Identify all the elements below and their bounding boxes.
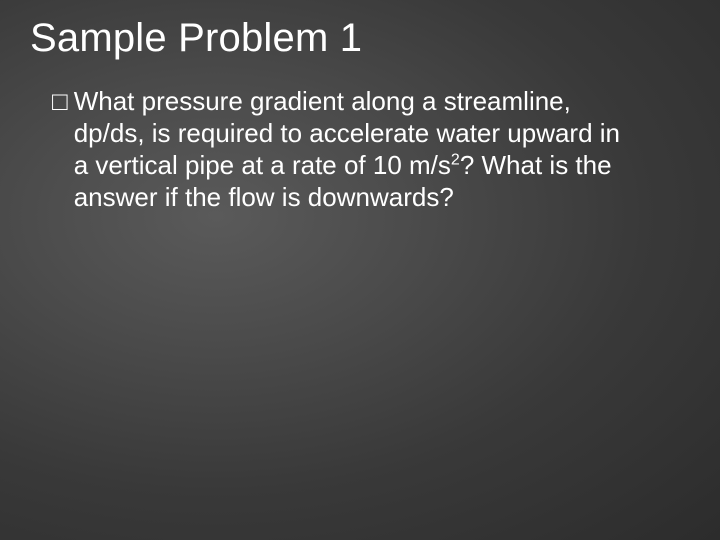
problem-text-sup: 2	[451, 151, 460, 168]
problem-text: What pressure gradient along a streamlin…	[74, 85, 640, 213]
bullet-square-icon: □	[52, 85, 68, 117]
slide-body: □ What pressure gradient along a streaml…	[30, 77, 670, 213]
slide: Sample Problem 1 □ What pressure gradien…	[0, 0, 720, 540]
bullet-item: □ What pressure gradient along a streaml…	[52, 85, 640, 213]
slide-title: Sample Problem 1	[30, 0, 670, 77]
